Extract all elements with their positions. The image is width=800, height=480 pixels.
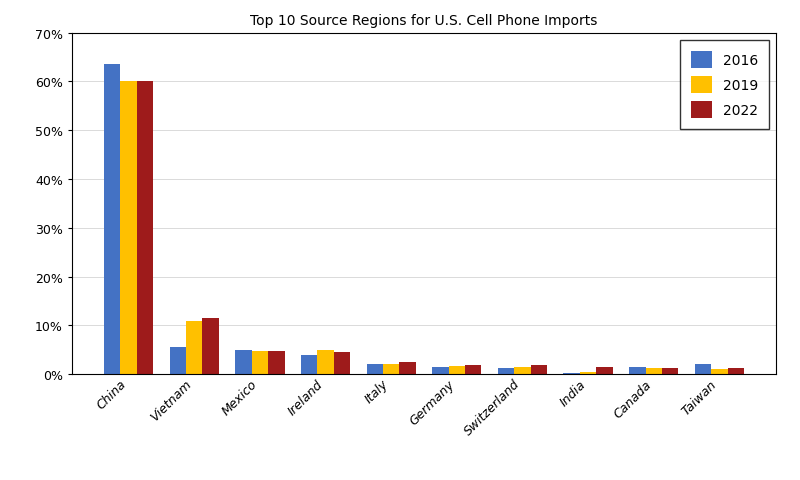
Bar xyxy=(432,367,449,374)
Bar xyxy=(465,366,482,374)
Bar xyxy=(366,365,383,374)
Bar xyxy=(694,365,711,374)
Bar xyxy=(662,368,678,374)
Bar xyxy=(399,362,416,374)
Bar xyxy=(498,368,514,374)
Bar xyxy=(629,367,646,374)
Bar xyxy=(530,366,547,374)
Bar xyxy=(334,352,350,374)
Legend: 2016, 2019, 2022: 2016, 2019, 2022 xyxy=(680,40,769,130)
Bar xyxy=(137,82,154,374)
Bar xyxy=(121,82,137,374)
Bar xyxy=(301,355,318,374)
Bar xyxy=(268,351,285,374)
Bar xyxy=(580,372,596,374)
Bar xyxy=(727,369,744,374)
Bar xyxy=(563,373,580,374)
Bar xyxy=(235,350,252,374)
Bar xyxy=(514,367,530,374)
Bar xyxy=(711,370,727,374)
Bar xyxy=(252,351,268,374)
Bar xyxy=(646,368,662,374)
Bar xyxy=(104,65,121,374)
Bar xyxy=(170,348,186,374)
Bar xyxy=(383,365,399,374)
Title: Top 10 Source Regions for U.S. Cell Phone Imports: Top 10 Source Regions for U.S. Cell Phon… xyxy=(250,14,598,28)
Bar xyxy=(202,318,219,374)
Bar xyxy=(596,367,613,374)
Bar xyxy=(449,366,465,374)
Bar xyxy=(318,350,334,374)
Bar xyxy=(186,321,202,374)
